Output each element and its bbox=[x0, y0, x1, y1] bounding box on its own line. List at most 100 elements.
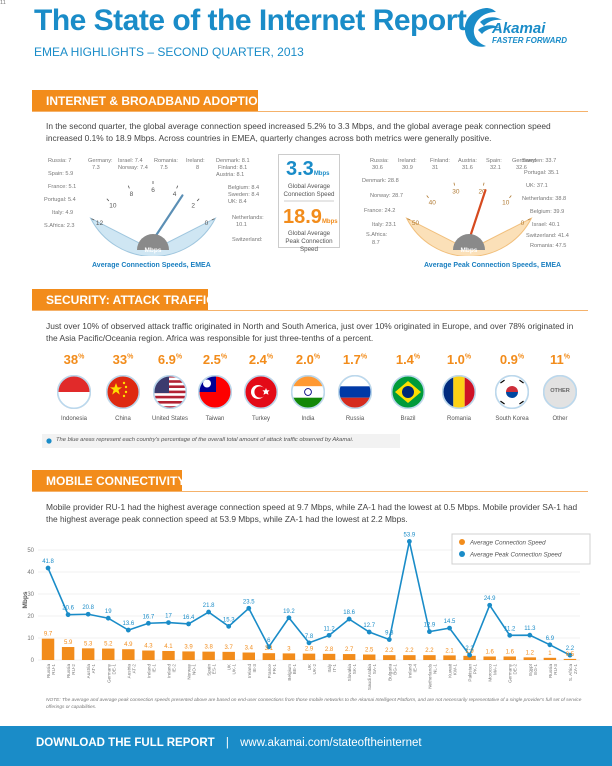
page-subtitle: EMEA HIGHLIGHTS – SECOND QUARTER, 2013 bbox=[34, 45, 304, 59]
footer-link[interactable]: www.akamai.com/stateoftheinternet bbox=[240, 737, 422, 749]
gauge-tick-label: 0 bbox=[521, 220, 525, 227]
peak-speed-value-label: 6 bbox=[267, 638, 271, 644]
chart-x-tick-label: SpainES-1 bbox=[207, 664, 217, 676]
attack-percent: 2.0% bbox=[295, 352, 321, 367]
gauge-country-label: 30.9 bbox=[402, 165, 413, 171]
gauge-country-label: Germany: bbox=[512, 158, 537, 164]
peak-gauge-needle bbox=[467, 189, 487, 242]
avg-speed-bar bbox=[383, 655, 396, 660]
global-peak-caption: Global Average Peak Connection Speed bbox=[285, 230, 333, 253]
mobile-connectivity-chart: 0 10 20 30 40 50 9.7 5.9 5.3 5.2 4.9 4.3 4.1 3.9 3.8 3… bbox=[22, 532, 591, 691]
other-badge-icon: OTHER bbox=[542, 374, 578, 414]
peak-speed-value-label: 41.8 bbox=[42, 559, 54, 565]
chart-y-tick-label: 40 bbox=[27, 570, 34, 576]
gauge-country-label: Germany: bbox=[88, 158, 113, 164]
attack-country-name: Brazil bbox=[400, 416, 416, 422]
mobile-note: NOTE: The average and average peak conne… bbox=[46, 698, 582, 710]
section-divider bbox=[32, 491, 588, 492]
avg-speed-bar bbox=[162, 650, 175, 660]
avg-speed-value-label: 3.7 bbox=[225, 645, 234, 651]
gauge-country-label: 8.7 bbox=[372, 240, 380, 246]
avg-speed-value-label: 2.1 bbox=[445, 648, 454, 654]
akamai-logo-icon bbox=[464, 8, 502, 47]
peak-speed-value-label: 23.5 bbox=[243, 599, 255, 605]
avg-speed-value-label: 3 bbox=[287, 646, 291, 652]
avg-speed-bar bbox=[423, 655, 436, 660]
gauge-country-label: Sweden: 8.4 bbox=[228, 192, 260, 198]
gauge-tick-label: 12 bbox=[96, 220, 104, 227]
gauge-country-label: Romania: bbox=[154, 158, 178, 164]
gauge-tick-mark bbox=[483, 182, 485, 186]
avg-speed-value-label: 1.6 bbox=[485, 649, 494, 655]
chart-x-tick-label: GermanyDE-2 bbox=[508, 663, 518, 683]
peak-speed-point bbox=[246, 605, 252, 611]
gauge-country-label: Belgium: 8.4 bbox=[228, 185, 260, 191]
peak-speed-point bbox=[386, 637, 392, 642]
attack-percent: 11% bbox=[550, 352, 570, 367]
peak-speed-value-label: 11.2 bbox=[504, 626, 516, 632]
peak-speed-point bbox=[507, 632, 513, 638]
chart-x-tick-label: UKUK-2 bbox=[307, 663, 317, 674]
avg-speed-bar bbox=[362, 654, 376, 660]
peak-speed-value-label: 11.3 bbox=[524, 626, 536, 632]
gauge-country-label: Italy: 23.1 bbox=[372, 222, 397, 228]
avg-speed-bar bbox=[563, 658, 577, 660]
peak-speed-point bbox=[286, 615, 292, 621]
chart-x-tick-label: AustriaAT-1 bbox=[86, 664, 96, 679]
peak-speed-value-label: 2.2 bbox=[566, 646, 575, 652]
chart-x-tick-label: FranceFR-1 bbox=[267, 664, 277, 679]
chart-x-tick-label: BelgiumBE-1 bbox=[287, 664, 297, 681]
attack-country-name: Taiwan bbox=[205, 416, 225, 422]
chart-x-tick-label: BulgariaBG-1 bbox=[387, 664, 397, 681]
avg-speed-value-label: 4.3 bbox=[144, 644, 153, 650]
chart-x-tick-label: S. AfricaZA-1 bbox=[568, 664, 578, 682]
china-flag-icon bbox=[105, 374, 141, 414]
security-paragraph: Just over 10% of observed attack traffic… bbox=[46, 321, 574, 343]
attack-country-name: China bbox=[115, 416, 131, 422]
peak-speed-point bbox=[306, 640, 312, 646]
peak-speed-point bbox=[467, 652, 472, 658]
gauge-country-label: 11 bbox=[0, 0, 6, 6]
gauge-country-label: Denmark: 28.8 bbox=[362, 178, 399, 184]
peak-speed-point bbox=[65, 612, 71, 618]
avg-speed-value-label: 3.1 bbox=[265, 646, 274, 652]
chart-x-tick-label: GermanyDE-1 bbox=[106, 663, 116, 683]
attack-country-name: Other bbox=[552, 416, 568, 422]
avg-speed-value-label: 2.8 bbox=[325, 647, 334, 653]
avg-speed-value-label: 2.7 bbox=[345, 647, 354, 653]
avg-speed-bar bbox=[122, 649, 135, 660]
section-divider bbox=[32, 310, 588, 311]
peak-speed-gauge: 0 10 20 30 40 50 Mbps bbox=[405, 182, 533, 256]
avg-speed-value-label: 1.9 bbox=[465, 649, 474, 655]
footer-label: DOWNLOAD THE FULL REPORT bbox=[36, 737, 215, 749]
korea-flag-icon bbox=[494, 374, 530, 414]
section-title-adoption: INTERNET & BROADBAND ADOPTION bbox=[32, 90, 266, 112]
peak-speed-value-label: 16.7 bbox=[143, 614, 155, 620]
gauge-country-label: Norway: 28.7 bbox=[370, 193, 403, 199]
section-title-security: SECURITY: ATTACK TRAFFIC bbox=[32, 289, 215, 311]
avg-speed-bar bbox=[463, 655, 476, 660]
gauge-tick-mark bbox=[407, 218, 411, 221]
chart-x-tick-label: Saudi ArabiaSA-1 bbox=[367, 664, 377, 691]
avg-speed-value-label: 5.2 bbox=[104, 642, 113, 648]
peak-speed-point bbox=[527, 632, 533, 638]
avg-speed-value-label: 1.6 bbox=[506, 649, 515, 655]
peak-speed-value-label: 9.3 bbox=[385, 631, 394, 637]
peak-speed-point bbox=[146, 620, 151, 626]
peak-speed-value-label: 24.9 bbox=[484, 596, 496, 602]
legend-peak-swatch bbox=[459, 551, 465, 557]
chart-x-tick-label: IrelandIE-3 bbox=[247, 664, 257, 678]
gauge-tick-label: 0 bbox=[205, 220, 209, 227]
avg-speed-bar bbox=[262, 653, 276, 660]
gauge-country-label: Netherlands: bbox=[232, 215, 264, 221]
avg-speed-gauge: 0 2 4 6 8 10 12 Mbps bbox=[89, 181, 217, 256]
chart-x-tick-label: EgyptEG-1 bbox=[528, 663, 538, 675]
footer-bar[interactable]: DOWNLOAD THE FULL REPORT | www.akamai.co… bbox=[0, 726, 612, 766]
peak-speed-value-label: 6.9 bbox=[546, 636, 555, 642]
avg-gauge-needle bbox=[151, 194, 184, 242]
gauge-country-label: S.Africa: bbox=[366, 232, 388, 238]
attack-country-name: Russia bbox=[345, 416, 365, 422]
security-note: The blue areas represent each country's … bbox=[42, 434, 400, 448]
footer-separator: | bbox=[225, 737, 229, 749]
gauge-country-label: 32.6 bbox=[516, 165, 527, 171]
